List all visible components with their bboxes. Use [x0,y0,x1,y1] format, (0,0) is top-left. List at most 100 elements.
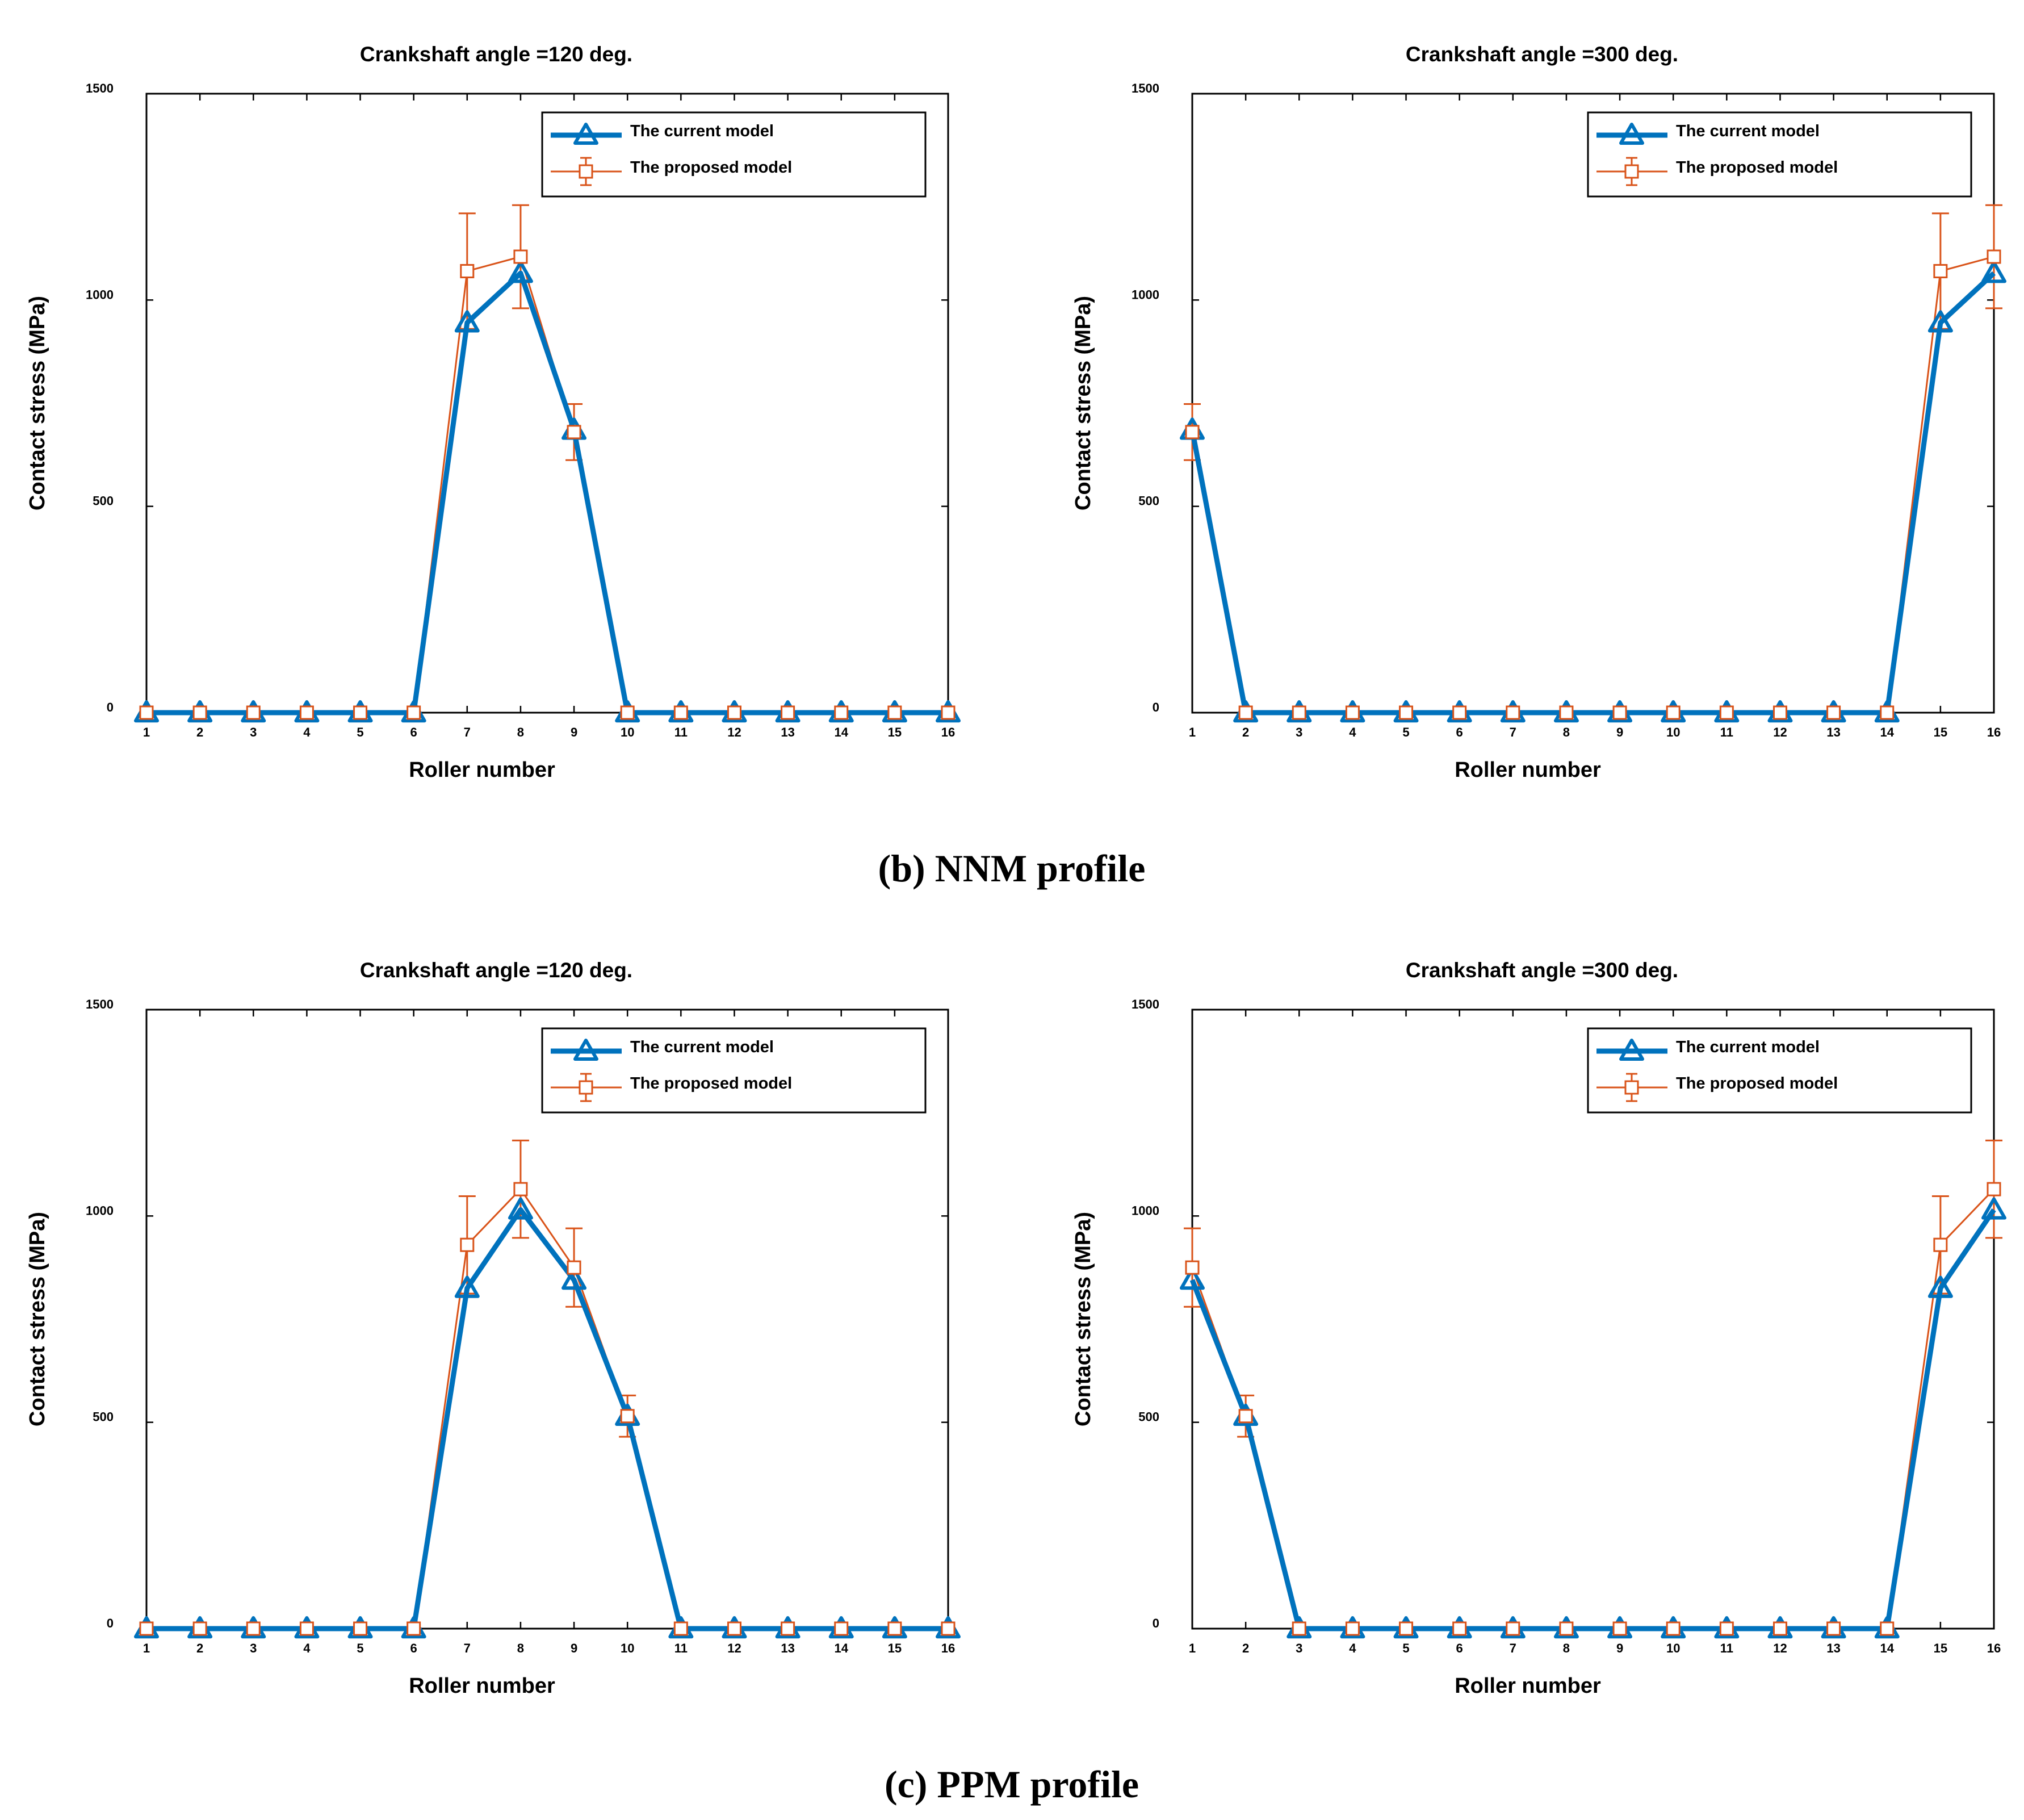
data-point-proposed [620,1409,635,1424]
plot-frame [145,1009,949,1630]
x-tick-label: 7 [1510,725,1516,739]
data-point-current [1927,310,1953,333]
x-axis-label: Roller number [409,758,555,782]
legend-label-current: The current model [1676,122,1820,140]
caption-ppm-profile: (c) PPM profile [885,1763,1139,1806]
y-tick-label: 500 [1138,494,1159,508]
y-tick-label: 1000 [1132,287,1159,302]
data-point-proposed [407,1621,421,1636]
y-tick-label: 0 [1153,700,1159,714]
data-point-current [1981,1197,2006,1220]
x-axis-label: Roller number [1455,758,1601,782]
data-point-proposed [887,1621,902,1636]
chart-title: Crankshaft angle =300 deg. [1406,959,1678,982]
x-tick-label: 5 [357,1641,363,1655]
x-tick-label: 12 [1773,1641,1787,1655]
x-tick-label: 11 [1720,725,1733,739]
data-point-proposed [407,705,421,720]
legend: The current model The proposed model [541,1027,927,1114]
x-tick-label: 15 [888,1641,902,1655]
plot-frame [145,93,949,714]
x-tick-label: 16 [941,1641,955,1655]
chart-title: Crankshaft angle =300 deg. [1406,43,1678,66]
x-tick-label: 6 [1456,1641,1463,1655]
data-point-proposed [513,249,528,264]
data-point-proposed [1345,1621,1360,1636]
data-point-proposed [941,705,956,720]
x-tick-label: 11 [1720,1641,1733,1655]
x-tick-label: 11 [674,1641,688,1655]
x-tick-label: 10 [1666,725,1680,739]
x-tick-label: 10 [1666,1641,1680,1655]
data-point-proposed [1292,1621,1306,1636]
x-tick-label: 2 [1242,1641,1249,1655]
data-point-proposed [1452,1621,1467,1636]
chart-panel-4: Crankshaft angle =300 deg.1 2 3 4 5 6 7 8 9 10 11 1… [1071,959,2006,1698]
data-point-current [454,1275,480,1298]
data-point-proposed [781,1621,795,1636]
y-tick-label: 1000 [1132,1203,1159,1217]
x-tick-label: 8 [517,1641,524,1655]
data-point-proposed [941,1621,956,1636]
data-point-proposed [1666,705,1681,720]
y-tick-label: 0 [107,700,114,714]
data-point-proposed [1506,705,1520,720]
x-tick-label: 4 [1349,1641,1356,1655]
data-point-proposed [1612,705,1627,720]
data-point-proposed [1452,705,1467,720]
y-axis-label: Contact stress (MPa) [26,296,49,511]
chart-title: Crankshaft angle =120 deg. [360,959,632,982]
x-axis-label: Roller number [409,1674,555,1698]
x-tick-label: 8 [1563,725,1570,739]
series-line-current [146,1207,948,1631]
x-tick-label: 9 [571,1641,577,1655]
chart-title: Crankshaft angle =120 deg. [360,43,632,66]
data-point-current [561,1267,587,1290]
data-point-proposed [1880,705,1895,720]
data-point-proposed [1719,1621,1734,1636]
x-tick-label: 7 [464,725,471,739]
data-point-current [1927,1275,1953,1298]
data-point-proposed [246,705,261,720]
legend-box [1587,111,1972,198]
data-point-proposed [460,1237,475,1252]
data-point-proposed [727,1621,741,1636]
x-tick-label: 15 [888,725,902,739]
y-tick-label: 0 [1153,1616,1159,1630]
series-line-current [146,270,948,716]
x-tick-label: 5 [1402,725,1409,739]
series-line-proposed [146,256,948,714]
x-tick-label: 7 [464,1641,471,1655]
data-point-proposed [834,705,849,720]
data-point-proposed [1399,1621,1414,1636]
x-tick-label: 14 [834,725,848,739]
caption-nnm-profile: (b) NNM profile [878,847,1146,890]
chart-panel-2: Crankshaft angle =300 deg.1 2 3 4 5 6 7 8 9 10 11 1… [1071,43,2006,782]
legend: The current model The proposed model [1587,1027,1972,1114]
y-tick-label: 500 [1138,1410,1159,1424]
x-tick-label: 8 [517,725,524,739]
x-tick-label: 5 [357,725,363,739]
data-point-proposed [1399,705,1414,720]
data-point-proposed [299,705,314,720]
data-point-proposed [1185,425,1200,440]
data-point-proposed [781,705,795,720]
series-line-proposed [1191,256,1994,714]
x-tick-label: 12 [727,1641,741,1655]
x-tick-label: 1 [143,1641,150,1655]
data-point-proposed [673,705,688,720]
data-point-proposed [353,705,368,720]
data-point-proposed [1238,1409,1253,1424]
x-tick-label: 10 [621,1641,634,1655]
y-axis-label: Contact stress (MPa) [26,1212,49,1426]
x-tick-label: 13 [781,725,794,739]
chart-panel-1: Crankshaft angle =120 deg.1 2 3 4 5 6 7 8 9 10 11 1… [26,43,961,782]
data-point-proposed [1772,1621,1787,1636]
data-point-proposed [1559,705,1574,720]
data-point-proposed [727,705,741,720]
legend-marker-proposed [1624,164,1639,179]
x-tick-label: 10 [621,725,634,739]
x-tick-label: 1 [143,725,150,739]
data-point-proposed [567,1260,581,1275]
y-tick-label: 1500 [1132,81,1159,95]
